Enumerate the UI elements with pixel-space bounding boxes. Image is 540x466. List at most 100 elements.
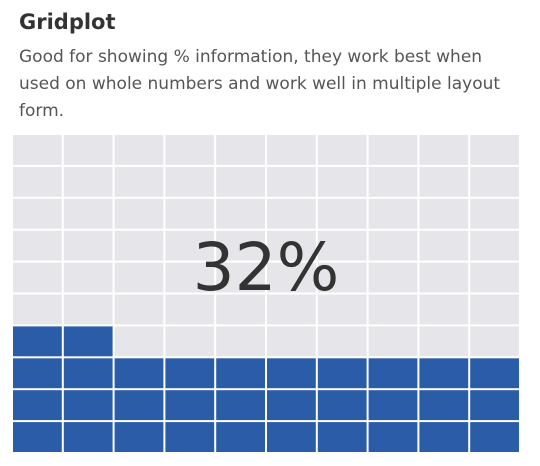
grid-cell-empty	[419, 230, 469, 261]
grid-cell-empty	[470, 294, 519, 325]
grid-cell-filled	[63, 358, 113, 389]
grid-cell-filled	[13, 390, 62, 421]
grid-cell-empty	[63, 230, 113, 261]
grid-cell-filled	[368, 358, 418, 389]
grid-cell-filled	[368, 390, 418, 421]
grid-cell-filled	[470, 390, 519, 421]
grid-cell-filled	[317, 422, 367, 452]
grid-cell-filled	[470, 422, 519, 452]
grid-cell-empty	[165, 198, 215, 229]
grid-cell-empty	[216, 166, 265, 197]
grid-cell-empty	[317, 326, 367, 357]
grid-cell-empty	[114, 166, 164, 197]
grid-cell-empty	[267, 135, 316, 165]
grid-cell-empty	[419, 198, 469, 229]
grid-cell-empty	[317, 262, 367, 293]
grid-cell-filled	[267, 422, 316, 452]
grid-cell-empty	[63, 294, 113, 325]
grid-cell-empty	[470, 135, 519, 165]
grid-cell-filled	[419, 390, 469, 421]
grid-cell-empty	[419, 326, 469, 357]
grid-cell-empty	[317, 198, 367, 229]
grid-cell-empty	[13, 230, 62, 261]
grid-cell-filled	[63, 390, 113, 421]
grid-cell-filled	[165, 390, 215, 421]
grid-cell-empty	[13, 262, 62, 293]
grid-cell-filled	[317, 358, 367, 389]
grid-cell-filled	[165, 422, 215, 452]
grid-cell-empty	[114, 262, 164, 293]
grid-cell-filled	[216, 390, 265, 421]
grid-cell-filled	[419, 422, 469, 452]
waffle-chart: 32%	[13, 135, 519, 452]
grid-cell-empty	[165, 294, 215, 325]
grid-cell-empty	[419, 262, 469, 293]
grid-cell-empty	[470, 230, 519, 261]
grid-cell-empty	[63, 135, 113, 165]
grid-cell-filled	[419, 358, 469, 389]
grid-cell-empty	[419, 294, 469, 325]
grid-cell-empty	[368, 326, 418, 357]
grid-cell-empty	[267, 262, 316, 293]
grid-cell-filled	[13, 326, 62, 357]
grid-cell-empty	[165, 326, 215, 357]
grid-cell-empty	[114, 198, 164, 229]
grid-cell-empty	[368, 135, 418, 165]
grid-cell-empty	[216, 294, 265, 325]
grid-cell-filled	[114, 390, 164, 421]
grid-cell-filled	[63, 326, 113, 357]
grid-cell-empty	[114, 135, 164, 165]
grid-cell-empty	[216, 262, 265, 293]
grid-cell-empty	[267, 198, 316, 229]
grid-cell-empty	[165, 135, 215, 165]
grid-cell-empty	[165, 262, 215, 293]
grid-cell-empty	[63, 198, 113, 229]
grid-cell-filled	[114, 422, 164, 452]
grid-cell-empty	[368, 262, 418, 293]
grid-cell-filled	[368, 422, 418, 452]
grid-cell-filled	[317, 390, 367, 421]
grid-cell-empty	[470, 198, 519, 229]
grid-cell-empty	[63, 262, 113, 293]
grid-cell-empty	[368, 230, 418, 261]
grid-cell-empty	[165, 166, 215, 197]
grid-cell-empty	[13, 198, 62, 229]
grid-cell-empty	[114, 294, 164, 325]
grid-cell-empty	[216, 198, 265, 229]
grid-cell-empty	[165, 230, 215, 261]
grid-cell-empty	[216, 135, 265, 165]
grid-cell-filled	[13, 422, 62, 452]
grid-cell-filled	[63, 422, 113, 452]
percent-label: 32%	[192, 229, 340, 306]
grid-cell-filled	[267, 390, 316, 421]
grid-cell-empty	[368, 198, 418, 229]
grid-cell-empty	[114, 326, 164, 357]
grid-cell-empty	[368, 294, 418, 325]
grid-cell-filled	[216, 422, 265, 452]
grid-cell-empty	[267, 230, 316, 261]
grid-cell-empty	[114, 230, 164, 261]
grid-cell-empty	[470, 326, 519, 357]
chart-title: Gridplot	[19, 10, 116, 34]
grid-cell-empty	[317, 230, 367, 261]
grid-cell-empty	[317, 135, 367, 165]
grid-cell-filled	[114, 358, 164, 389]
grid-cell-filled	[165, 358, 215, 389]
grid-cell-filled	[267, 358, 316, 389]
grid-cell-empty	[368, 166, 418, 197]
grid-cell-empty	[13, 294, 62, 325]
grid-cell-empty	[267, 294, 316, 325]
grid-cell-empty	[470, 166, 519, 197]
grid-cell-empty	[470, 262, 519, 293]
grid-cell-empty	[317, 166, 367, 197]
grid-cell-filled	[13, 358, 62, 389]
grid-cell-filled	[216, 358, 265, 389]
grid-cell-filled	[470, 358, 519, 389]
grid-cell-empty	[267, 326, 316, 357]
grid-cell-empty	[267, 166, 316, 197]
grid-cell-empty	[419, 135, 469, 165]
grid-cell-empty	[419, 166, 469, 197]
grid-cell-empty	[317, 294, 367, 325]
grid-cell-empty	[13, 166, 62, 197]
waffle-grid	[13, 135, 519, 452]
